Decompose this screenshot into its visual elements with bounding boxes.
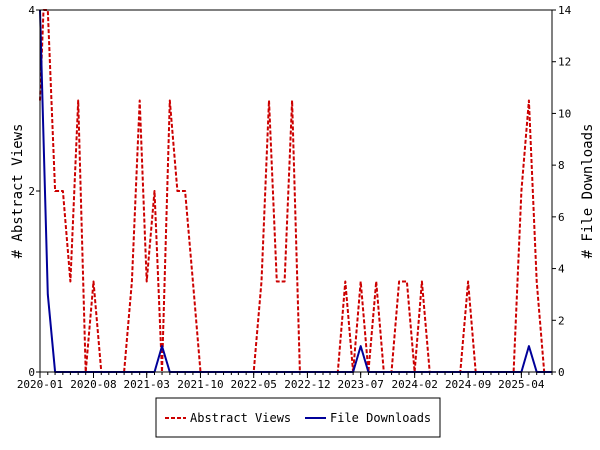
plot-area (39, 9, 553, 373)
right-y-axis: 0 2 4 6 8 10 12 14 (552, 4, 572, 379)
right-tick-label: 12 (558, 56, 571, 69)
left-y-axis: 0 2 4 (28, 4, 40, 379)
x-tick-label: 2022-12 (284, 378, 330, 391)
left-axis-title: # Abstract Views (10, 124, 26, 259)
right-tick-label: 10 (558, 107, 571, 120)
right-tick-label: 8 (558, 159, 565, 172)
series-layer (39, 9, 552, 373)
legend-box (155, 397, 441, 438)
x-tick-label: 2020-08 (70, 378, 116, 391)
series-line-abstract-views (39, 9, 552, 373)
x-tick-label: 2024-09 (445, 378, 491, 391)
legend-label-file-downloads: File Downloads (330, 411, 431, 425)
x-axis: 2020-01 2020-08 2021-03 2021-10 2022-05 2022-… (17, 372, 553, 391)
left-tick-label: 0 (28, 366, 35, 379)
right-tick-label: 0 (558, 366, 565, 379)
left-tick-label: 4 (28, 4, 35, 17)
x-tick-label: 2020-01 (17, 378, 63, 391)
x-tick-label: 2024-02 (391, 378, 437, 391)
left-tick-label: 2 (28, 185, 35, 198)
right-tick-label: 14 (558, 4, 572, 17)
right-tick-label: 6 (558, 211, 565, 224)
legend: Abstract Views File Downloads (155, 397, 441, 438)
series-line-file-downloads (39, 9, 552, 373)
x-tick-label: 2022-05 (231, 378, 277, 391)
x-tick-label: 2021-03 (124, 378, 170, 391)
right-axis-title: # File Downloads (580, 124, 596, 259)
right-tick-label: 4 (558, 263, 565, 276)
x-tick-label: 2023-07 (337, 378, 383, 391)
x-tick-label: 2021-10 (177, 378, 223, 391)
x-tick-label: 2025-04 (498, 378, 545, 391)
right-tick-label: 2 (558, 314, 565, 327)
legend-label-abstract-views: Abstract Views (190, 411, 291, 425)
